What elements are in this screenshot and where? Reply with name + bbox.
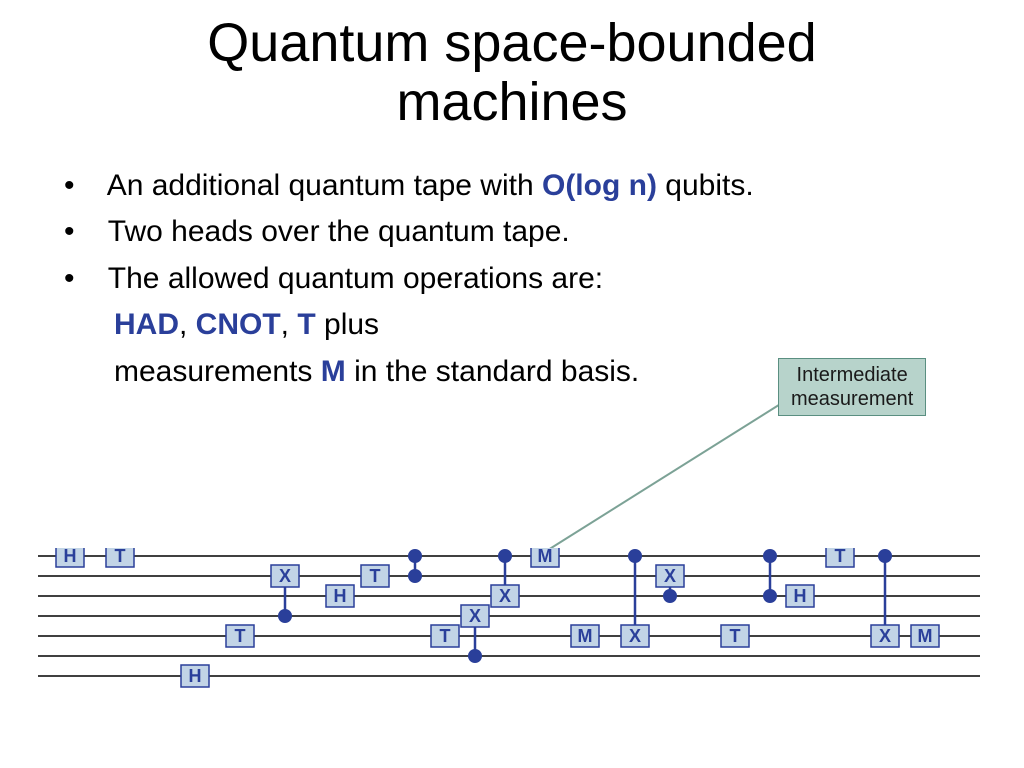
svg-text:X: X: [469, 606, 481, 626]
bullet-4-t: T: [297, 308, 315, 341]
bullet-1-post: qubits.: [657, 169, 754, 202]
svg-text:X: X: [499, 586, 511, 606]
svg-text:M: M: [538, 548, 553, 566]
title-line-1: Quantum space-bounded: [207, 13, 816, 73]
svg-text:T: T: [835, 548, 846, 566]
svg-text:H: H: [794, 586, 807, 606]
bullet-5-m: M: [321, 355, 346, 388]
bullet-2: Two heads over the quantum tape.: [70, 209, 964, 256]
slide: Quantum space-bounded machines An additi…: [0, 0, 1024, 768]
bullet-5-post: in the standard basis.: [346, 355, 640, 388]
svg-text:H: H: [64, 548, 77, 566]
svg-text:T: T: [440, 626, 451, 646]
svg-text:X: X: [664, 566, 676, 586]
bullet-4-post: plus: [316, 308, 379, 341]
svg-text:X: X: [629, 626, 641, 646]
svg-text:M: M: [578, 626, 593, 646]
bullet-1-highlight: O(log n): [542, 169, 657, 202]
bullet-2-text: Two heads over the quantum tape.: [108, 215, 570, 248]
bullet-1-pre: An additional quantum tape with: [107, 169, 542, 202]
bullet-5-pre: measurements: [114, 355, 321, 388]
svg-text:T: T: [235, 626, 246, 646]
quantum-circuit-diagram: HTHTXHTTXXMMXXTHTXM: [30, 548, 990, 718]
bullet-4: HAD, CNOT, T plus: [70, 302, 964, 349]
slide-title: Quantum space-bounded machines: [0, 0, 1024, 133]
svg-text:M: M: [918, 626, 933, 646]
sep: ,: [281, 308, 298, 341]
bullet-3-text: The allowed quantum operations are:: [108, 262, 603, 295]
title-line-2: machines: [396, 72, 627, 132]
bullet-1: An additional quantum tape with O(log n)…: [70, 163, 964, 210]
svg-text:X: X: [879, 626, 891, 646]
callout-box: Intermediate measurement: [778, 358, 926, 416]
bullet-4-cnot: CNOT: [196, 308, 281, 341]
svg-text:H: H: [189, 666, 202, 686]
svg-text:T: T: [370, 566, 381, 586]
sep: ,: [179, 308, 196, 341]
svg-text:H: H: [334, 586, 347, 606]
callout-line-2: measurement: [791, 388, 913, 410]
bullet-4-had: HAD: [114, 308, 179, 341]
svg-text:T: T: [730, 626, 741, 646]
svg-text:X: X: [279, 566, 291, 586]
svg-text:T: T: [115, 548, 126, 566]
callout-line-1: Intermediate: [797, 364, 908, 386]
bullet-3: The allowed quantum operations are:: [70, 256, 964, 303]
